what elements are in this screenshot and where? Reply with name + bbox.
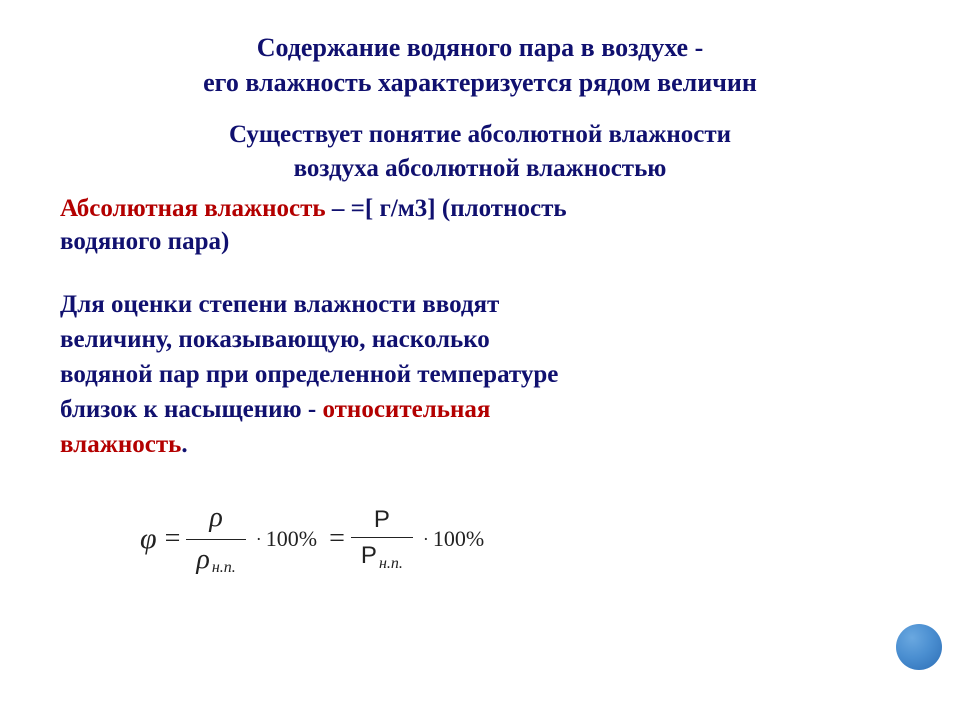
relative-humidity-formula: φ = ρ ρн.п. · 100% = P Pн.п. · 100% <box>60 498 900 580</box>
symbol-equals-1: = <box>165 523 181 555</box>
fraction-rho-numerator: ρ <box>199 498 232 538</box>
subscript-np-1: н.п. <box>212 559 236 576</box>
para2-dot: . <box>181 431 187 458</box>
subscript-np-2: н.п. <box>379 555 403 572</box>
symbol-p-num: P <box>374 506 390 533</box>
subtitle-line2: воздуха абсолютной влажностью <box>294 155 667 182</box>
symbol-multiply-2: · <box>423 529 429 550</box>
title-line1: Содержание водяного пара в воздухе - <box>257 33 704 62</box>
para2-line4a: близок к насыщению - <box>60 396 322 423</box>
absolute-humidity-definition: Абсолютная влажность – =[ г/м3] (плотнос… <box>60 192 900 260</box>
symbol-equals-2: = <box>329 523 345 555</box>
term-relative: относительная <box>322 396 490 423</box>
fraction-p-denominator: Pн.п. <box>351 538 413 576</box>
symbol-phi: φ <box>140 522 157 556</box>
term-absolute-humidity: Абсолютная влажность <box>60 195 326 222</box>
term-humidity-word: влажность <box>60 431 181 458</box>
decorative-sphere-icon <box>896 624 942 670</box>
text-100pct-2: 100% <box>433 526 484 552</box>
para2-line3: водяной пар при определенной температуре <box>60 361 558 388</box>
fraction-rho-denominator: ρн.п. <box>186 540 245 581</box>
fraction-p-numerator: P <box>364 502 400 537</box>
slide-title: Содержание водяного пара в воздухе - его… <box>60 30 900 100</box>
relative-humidity-definition: Для оценки степени влажности вводят вели… <box>60 287 900 462</box>
para2-line1: Для оценки степени влажности вводят <box>60 291 499 318</box>
symbol-rho-den: ρ <box>196 544 209 575</box>
symbol-multiply-1: · <box>256 529 262 550</box>
slide-subtitle: Существует понятие абсолютной влажности … <box>60 118 900 186</box>
fraction-rho: ρ ρн.п. <box>186 498 245 580</box>
title-line2: его влажность характеризуется рядом вели… <box>203 68 757 97</box>
para1-rest1: – =[ г/м3] (плотность <box>326 195 567 222</box>
subtitle-line1: Существует понятие абсолютной влажности <box>229 121 731 148</box>
para1-rest2: водяного пара) <box>60 228 229 255</box>
symbol-rho-num: ρ <box>209 502 222 533</box>
fraction-pressure: P Pн.п. <box>351 502 413 576</box>
symbol-p-den: P <box>361 542 377 569</box>
text-100pct-1: 100% <box>266 526 317 552</box>
para2-line2: величину, показывающую, насколько <box>60 326 490 353</box>
